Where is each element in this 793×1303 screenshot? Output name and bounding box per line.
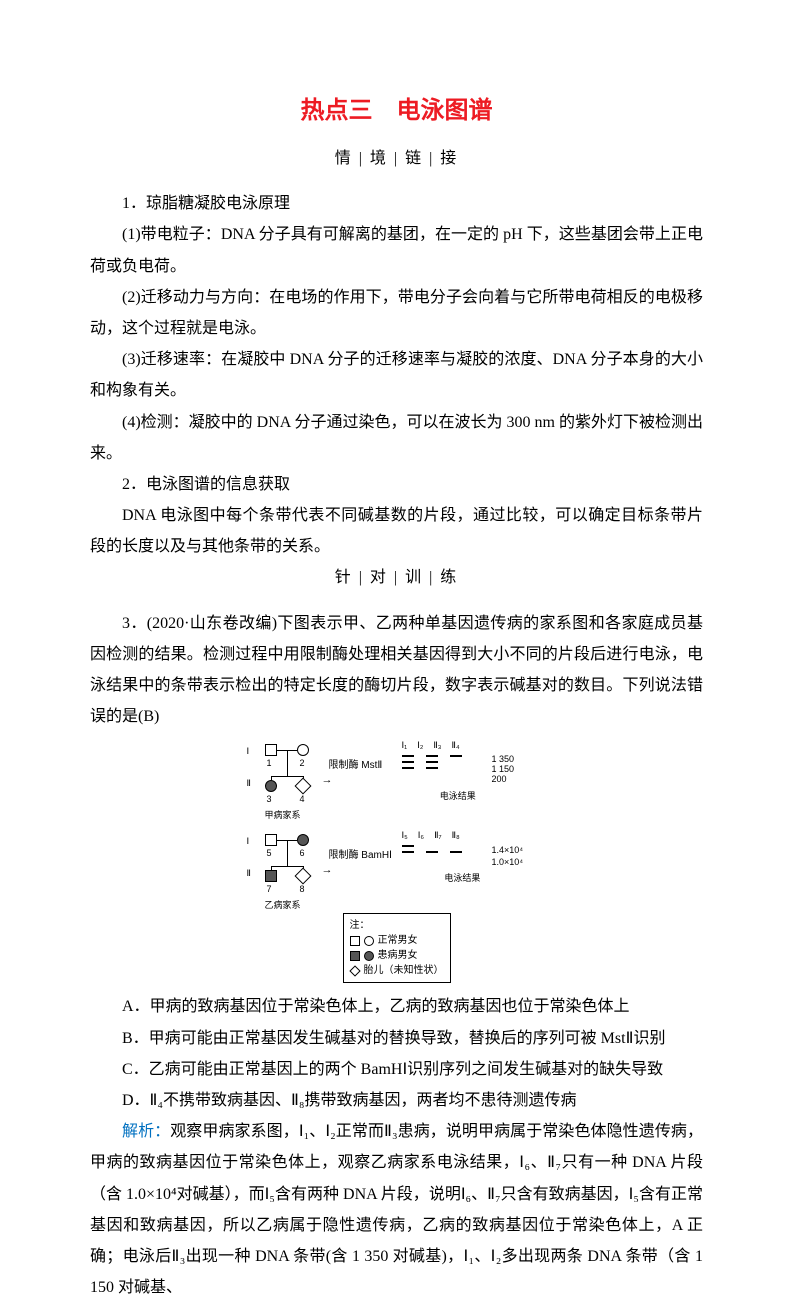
para-3: (2)迁移动力与方向：在电场的作用下，带电分子会向着与它所带电荷相反的电极移动，… <box>90 282 703 344</box>
figure-inner: Ⅰ 1 2 Ⅱ 3 4 甲病家系 限制酶 MstⅡ → <box>247 738 547 983</box>
legend-row-1: 正常男女 <box>350 933 444 948</box>
gen-label-I: Ⅰ <box>247 746 250 757</box>
para-1: 1．琼脂糖凝胶电泳原理 <box>90 188 703 219</box>
node-I2 <box>297 744 309 756</box>
enzyme-B: 限制酶 BamHⅠ <box>329 850 393 862</box>
gen-label-IIb: Ⅱ <box>247 868 251 879</box>
size-labels-B: 1.4×10⁴ 1.0×10⁴ <box>492 845 524 867</box>
section-heading-2: 针 | 对 | 训 | 练 <box>90 562 703 593</box>
family-B-label: 乙病家系 <box>265 898 301 911</box>
conn-sib-B <box>271 866 303 867</box>
option-B: B．甲病可能由正常基因发生碱基对的替换导致，替换后的序列可被 MstⅡ识别 <box>90 1023 703 1054</box>
conn-sib-A <box>271 776 303 777</box>
para-4: (3)迁移速率：在凝胶中 DNA 分子的迁移速率与凝胶的浓度、DNA 分子本身的… <box>90 344 703 406</box>
section-heading-1: 情 | 境 | 链 | 接 <box>90 143 703 174</box>
lbl-I1: 1 <box>267 758 272 768</box>
node-II3 <box>265 780 277 792</box>
legend-row-3: 胎儿（未知性状） <box>350 963 444 978</box>
analysis-text: 观察甲病家系图，Ⅰ₁、Ⅰ₂正常而Ⅱ₃患病，说明甲病属于常染色体隐性遗传病，甲病的… <box>90 1123 703 1296</box>
pedigree-B: Ⅰ 5 6 Ⅱ 7 8 乙病家系 限制酶 BamHⅠ → Ⅰ₅ <box>247 828 547 913</box>
node-II4 <box>294 778 311 795</box>
gel-B: 1.4×10⁴ 1.0×10⁴ <box>402 845 524 867</box>
gel-cols-B <box>402 845 486 853</box>
node-I6 <box>297 834 309 846</box>
option-D: D．Ⅱ₄不携带致病基因、Ⅱ₈携带致病基因，两者均不患待测遗传病 <box>90 1085 703 1116</box>
size-labels-A: 1 350 1 150 200 <box>492 755 515 785</box>
conn-down-B <box>287 840 288 866</box>
arrow-A: → <box>322 774 333 786</box>
family-A-label: 甲病家系 <box>265 808 301 821</box>
arrow-B: → <box>322 864 333 876</box>
lbl-II3: 3 <box>267 794 272 804</box>
page-title: 热点三 电泳图谱 <box>90 90 703 125</box>
electro-A-label: 电泳结果 <box>402 789 515 802</box>
gen-label-II: Ⅱ <box>247 778 251 789</box>
legend-title: 注： <box>350 918 444 933</box>
lbl-I6: 6 <box>300 848 305 858</box>
figure-legend: 注： 正常男女 患病男女 胎儿（未知性状） <box>343 913 451 983</box>
analysis-label: 解析： <box>122 1123 170 1140</box>
option-A: A．甲病的致病基因位于常染色体上，乙病的致病基因也位于常染色体上 <box>90 991 703 1022</box>
conn-down-A <box>287 750 288 776</box>
legend-square-icon <box>350 936 360 946</box>
para-5: (4)检测：凝胶中的 DNA 分子通过染色，可以在波长为 300 nm 的紫外灯… <box>90 407 703 469</box>
gel-A: 1 350 1 150 200 <box>402 755 515 785</box>
analysis-paragraph: 解析：观察甲病家系图，Ⅰ₁、Ⅰ₂正常而Ⅱ₃患病，说明甲病属于常染色体隐性遗传病，… <box>90 1116 703 1303</box>
option-C: C．乙病可能由正常基因上的两个 BamHⅠ识别序列之间发生碱基对的缺失导致 <box>90 1054 703 1085</box>
electro-A: Ⅰ₁ Ⅰ₂ Ⅱ₃ Ⅱ₄ 1 350 1 150 200 <box>402 740 515 802</box>
figure-container: Ⅰ 1 2 Ⅱ 3 4 甲病家系 限制酶 MstⅡ → <box>90 738 703 983</box>
para-6: 2．电泳图谱的信息获取 <box>90 469 703 500</box>
page-title-text: 热点三 电泳图谱 <box>301 98 493 124</box>
question-stem: 3．(2020·山东卷改编)下图表示甲、乙两种单基因遗传病的家系图和各家庭成员基… <box>90 608 703 733</box>
gel-cols-A <box>402 755 486 769</box>
node-II8 <box>294 868 311 885</box>
lbl-II8: 8 <box>300 884 305 894</box>
electro-B: Ⅰ₅ Ⅰ₆ Ⅱ₇ Ⅱ₈ 1.4×10⁴ 1.0×10⁴ <box>402 830 524 884</box>
lbl-I2: 2 <box>300 758 305 768</box>
pedigree-A: Ⅰ 1 2 Ⅱ 3 4 甲病家系 限制酶 MstⅡ → <box>247 738 547 828</box>
node-I5 <box>265 834 277 846</box>
enzyme-A: 限制酶 MstⅡ <box>329 760 383 772</box>
electro-B-label: 电泳结果 <box>402 871 524 884</box>
legend-square-filled-icon <box>350 951 360 961</box>
lane-header-B: Ⅰ₅ Ⅰ₆ Ⅱ₇ Ⅱ₈ <box>402 830 524 841</box>
node-I1 <box>265 744 277 756</box>
para-7: DNA 电泳图中每个条带代表不同碱基数的片段，通过比较，可以确定目标条带片段的长… <box>90 500 703 562</box>
lbl-I5: 5 <box>267 848 272 858</box>
legend-circle-filled-icon <box>364 951 374 961</box>
legend-diamond-icon <box>349 965 360 976</box>
para-2: (1)带电粒子：DNA 分子具有可解离的基团，在一定的 pH 下，这些基团会带上… <box>90 219 703 281</box>
lane-header-A: Ⅰ₁ Ⅰ₂ Ⅱ₃ Ⅱ₄ <box>402 740 515 751</box>
legend-row-2: 患病男女 <box>350 948 444 963</box>
node-II7 <box>265 870 277 882</box>
lbl-II4: 4 <box>300 794 305 804</box>
legend-circle-icon <box>364 936 374 946</box>
gen-label-Ib: Ⅰ <box>247 836 250 847</box>
lbl-II7: 7 <box>267 884 272 894</box>
